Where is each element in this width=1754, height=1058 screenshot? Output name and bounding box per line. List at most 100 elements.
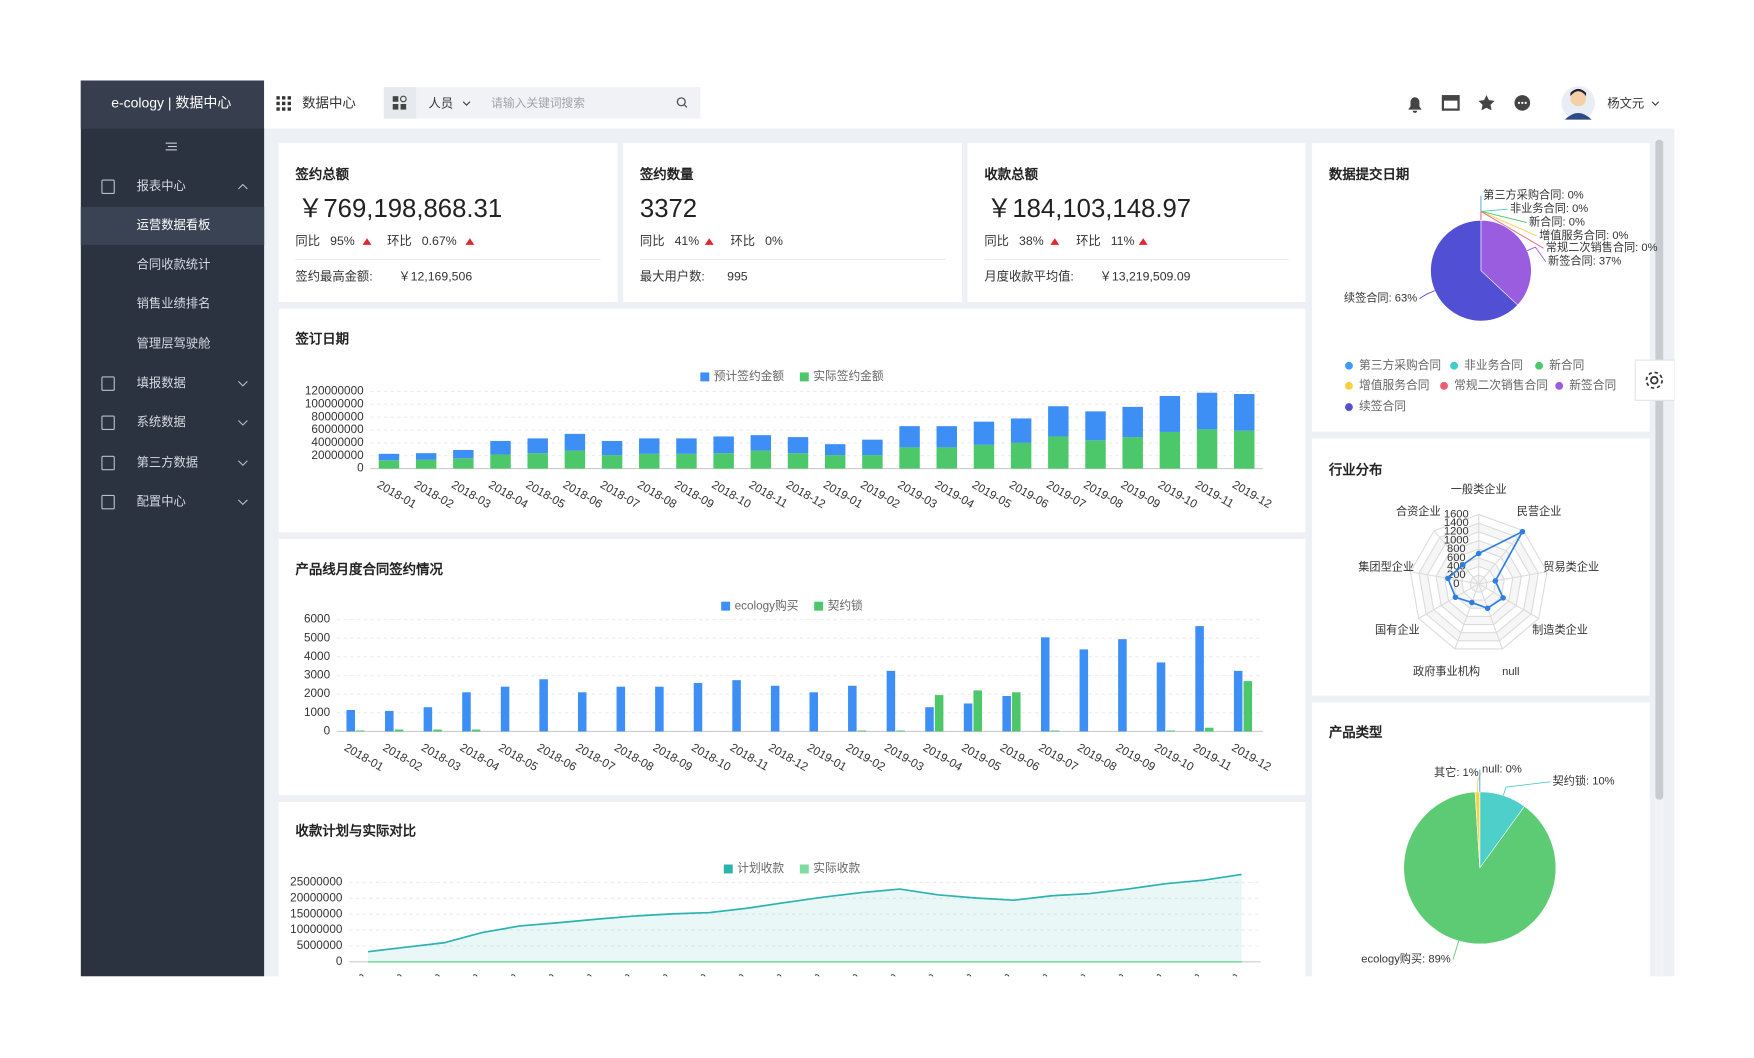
bar-segment bbox=[751, 435, 771, 450]
bar-segment bbox=[490, 454, 510, 468]
submenu-item[interactable]: 销售业绩排名 bbox=[137, 295, 211, 310]
bar bbox=[1195, 626, 1204, 731]
bar-segment bbox=[899, 447, 919, 468]
y-tick-label: 5000000 bbox=[297, 939, 343, 952]
y-tick-label: 0 bbox=[336, 955, 343, 968]
search-placeholder[interactable]: 请输入关键词搜索 bbox=[491, 96, 585, 110]
kpi-yoy: 95% bbox=[330, 234, 355, 248]
chart-title: 收款计划与实际对比 bbox=[295, 823, 416, 839]
bar-segment bbox=[713, 436, 733, 453]
bar-segment bbox=[1122, 437, 1142, 469]
bar-segment bbox=[639, 454, 659, 469]
legend-label: 第三方采购合同 bbox=[1359, 358, 1441, 372]
y-tick-label: 6000 bbox=[304, 613, 331, 626]
bar bbox=[973, 690, 982, 731]
brand: e-cology | 数据中心 bbox=[111, 95, 231, 111]
app: e-cology | 数据中心 报表中心 运营数据看板 合同收款统计 销售业绩排… bbox=[81, 81, 1675, 1005]
menu-item[interactable]: 系统数据 bbox=[137, 414, 186, 429]
legend-dot bbox=[1345, 403, 1353, 411]
bar-segment bbox=[825, 444, 845, 455]
bar bbox=[964, 703, 973, 731]
kpi-mom: 11% bbox=[1111, 234, 1135, 248]
menu-item[interactable]: 配置中心 bbox=[137, 493, 186, 508]
chart-title: 数据提交日期 bbox=[1329, 166, 1409, 182]
legend-dot bbox=[1535, 362, 1543, 370]
bar bbox=[501, 687, 510, 732]
kpi-yoy: 41% bbox=[675, 234, 700, 248]
y-tick-label: 100000000 bbox=[305, 397, 364, 410]
legend-label: 新合同 bbox=[1549, 358, 1584, 372]
kpi-label: 环比 bbox=[387, 234, 412, 248]
y-tick-label: 0 bbox=[324, 725, 331, 738]
legend-label: 实际签约金额 bbox=[813, 369, 884, 383]
radar-indicator: 贸易类企业 bbox=[1543, 559, 1599, 573]
bar bbox=[356, 730, 365, 731]
bar-segment bbox=[899, 426, 919, 447]
bar-segment bbox=[379, 460, 399, 468]
legend-label: 新签合同 bbox=[1569, 378, 1616, 392]
bar bbox=[1244, 681, 1253, 731]
pie-label: 契约锁: 10% bbox=[1553, 774, 1615, 788]
apps-icon[interactable] bbox=[276, 96, 291, 111]
bar-segment bbox=[862, 455, 882, 469]
bar-segment bbox=[825, 455, 845, 469]
bar bbox=[1002, 696, 1011, 731]
bar-segment bbox=[527, 438, 547, 453]
bar-segment bbox=[453, 450, 473, 458]
x-tick-label: 2018-06 bbox=[544, 971, 588, 1004]
bar bbox=[1051, 730, 1060, 731]
y-tick-label: 5000 bbox=[304, 631, 331, 644]
y-tick-label: 20000000 bbox=[311, 449, 364, 462]
bar bbox=[1080, 649, 1089, 731]
y-tick-label: 4000 bbox=[304, 650, 331, 663]
x-tick-label: 2018-12 bbox=[772, 971, 816, 1004]
user-name[interactable]: 杨文元 bbox=[1607, 95, 1644, 110]
y-tick-label: 120000000 bbox=[305, 385, 364, 398]
radar-point bbox=[1500, 595, 1506, 601]
legend-dot bbox=[1345, 382, 1353, 390]
radar-indicator: 合资企业 bbox=[1396, 504, 1441, 518]
bar bbox=[424, 707, 433, 731]
search-type-icon[interactable] bbox=[384, 87, 416, 118]
bar bbox=[617, 687, 626, 732]
bar-segment bbox=[937, 426, 957, 447]
radar-indicator: 集团型企业 bbox=[1358, 559, 1414, 573]
bar bbox=[896, 730, 905, 731]
x-tick-label: 2019-05 bbox=[962, 971, 1006, 1004]
kpi-value: ￥769,198,868.31 bbox=[298, 195, 503, 223]
scrollbar-thumb[interactable] bbox=[1655, 140, 1663, 800]
kpi-footer-label: 月度收款平均值: bbox=[984, 269, 1074, 284]
kpi-title: 签约总额 bbox=[294, 166, 349, 182]
avatar[interactable] bbox=[1561, 86, 1595, 120]
menu-item[interactable]: 报表中心 bbox=[137, 178, 186, 193]
pie-label: 增值服务合同: 0% bbox=[1539, 228, 1628, 242]
y-tick-label: 80000000 bbox=[311, 410, 364, 423]
bar bbox=[1012, 692, 1021, 731]
menu-item[interactable]: 第三方数据 bbox=[137, 454, 199, 469]
page-title: 数据中心 bbox=[302, 96, 356, 111]
kpi-footer-value: ￥13,219,509.09 bbox=[1100, 270, 1191, 284]
bar bbox=[771, 686, 780, 732]
radar-point bbox=[1445, 576, 1451, 582]
legend-swatch bbox=[721, 602, 730, 611]
search-scope[interactable]: 人员 bbox=[429, 96, 454, 110]
legend-dot bbox=[1555, 382, 1563, 390]
radar-indicator: null bbox=[1502, 666, 1519, 678]
menu-item[interactable]: 填报数据 bbox=[137, 375, 186, 390]
x-tick-label: 2018-07 bbox=[582, 971, 626, 1004]
kpi-label: 环比 bbox=[1076, 234, 1101, 248]
submenu-item-active[interactable]: 运营数据看板 bbox=[137, 217, 211, 232]
settings-button[interactable] bbox=[1635, 360, 1674, 400]
pie-label: 新签合同: 37% bbox=[1548, 254, 1621, 268]
legend-label: 计划收款 bbox=[737, 861, 784, 875]
radar-indicator: 民营企业 bbox=[1517, 504, 1562, 518]
bar-segment bbox=[1048, 406, 1068, 436]
bar-segment bbox=[862, 440, 882, 455]
legend-label: ecology购买 bbox=[735, 598, 799, 612]
y-tick-label: 0 bbox=[357, 462, 364, 475]
pie-label: 新合同: 0% bbox=[1529, 215, 1585, 229]
submenu-item[interactable]: 管理层驾驶舱 bbox=[137, 336, 211, 351]
submenu-item[interactable]: 合同收款统计 bbox=[137, 256, 211, 271]
bar bbox=[1118, 639, 1127, 731]
